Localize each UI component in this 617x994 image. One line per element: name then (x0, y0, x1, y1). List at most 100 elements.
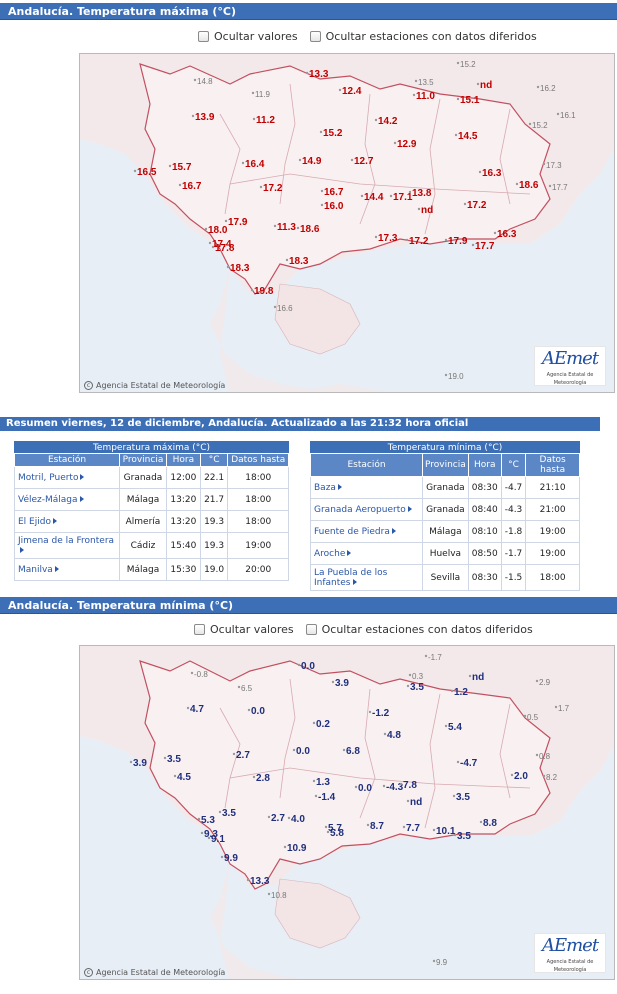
station-value-aux[interactable]: 8.2 (546, 773, 558, 782)
station-value[interactable]: 18.6 (519, 180, 539, 191)
checkbox-icon[interactable] (305, 624, 317, 635)
station-value[interactable]: -4.7 (460, 758, 478, 769)
station-value-aux[interactable]: 6.5 (241, 684, 253, 693)
station-dot[interactable] (250, 288, 254, 292)
station-value[interactable]: 9.9 (224, 853, 238, 864)
station-value-aux[interactable]: 0.5 (527, 713, 539, 722)
station-value[interactable]: 17.2 (409, 236, 429, 247)
station-dot[interactable] (424, 654, 428, 658)
station-value[interactable]: 9.1 (211, 834, 225, 845)
station-dot[interactable] (454, 133, 458, 137)
station-value[interactable]: 17.4 (212, 239, 232, 250)
station-value[interactable]: 17.2 (467, 200, 487, 211)
station-value[interactable]: 5.8 (330, 828, 344, 839)
station-dot[interactable] (326, 830, 330, 834)
station-value[interactable]: 17.9 (228, 217, 248, 228)
station-dot[interactable] (204, 227, 208, 231)
station-value-aux[interactable]: 16.6 (277, 304, 293, 313)
station-value[interactable]: nd (480, 80, 492, 91)
station-value[interactable]: 13.9 (195, 112, 215, 123)
station-dot[interactable] (133, 169, 137, 173)
station-value[interactable]: 12.7 (354, 156, 374, 167)
station-value-aux[interactable]: 19.0 (448, 372, 464, 381)
station-value-aux[interactable]: -0.8 (194, 670, 208, 679)
station-value[interactable]: 5.3 (201, 815, 215, 826)
station-value[interactable]: 18.3 (289, 256, 309, 267)
station-value-aux[interactable]: 9.9 (436, 958, 448, 967)
station-value[interactable]: 4.7 (190, 704, 204, 715)
station-value[interactable]: 11.0 (416, 91, 435, 102)
station-value[interactable]: 0.0 (301, 661, 315, 672)
station-value-aux[interactable]: 10.8 (271, 891, 287, 900)
station-dot[interactable] (226, 265, 230, 269)
station-value[interactable]: 3.5 (222, 808, 236, 819)
station-value-aux[interactable]: 17.3 (546, 161, 562, 170)
min-hide-values-toggle[interactable]: Ocultar valores (194, 623, 294, 636)
station-value-aux[interactable]: -1.7 (428, 653, 442, 662)
station-dot[interactable] (200, 831, 204, 835)
station-value-aux[interactable]: 11.9 (255, 90, 271, 99)
station-dot[interactable] (252, 775, 256, 779)
station-dot[interactable] (190, 671, 194, 675)
station-dot[interactable] (186, 706, 190, 710)
station-dot[interactable] (453, 833, 457, 837)
station-value[interactable]: 17.7 (475, 241, 495, 252)
station-value[interactable]: 3.5 (410, 682, 424, 693)
station-dot[interactable] (252, 117, 256, 121)
station-value[interactable]: nd (472, 672, 484, 683)
station-value[interactable]: 3.5 (456, 792, 470, 803)
station-link[interactable]: Aroche (310, 542, 423, 565)
station-link[interactable]: Fuente de Piedra (310, 520, 423, 543)
station-dot[interactable] (368, 710, 372, 714)
station-value[interactable]: 16.3 (497, 229, 517, 240)
station-value[interactable]: 15.7 (172, 162, 192, 173)
station-dot[interactable] (298, 158, 302, 162)
station-dot[interactable] (515, 182, 519, 186)
station-dot[interactable] (297, 663, 301, 667)
station-dot[interactable] (259, 185, 263, 189)
station-value-aux[interactable]: 0.3 (412, 672, 424, 681)
station-dot[interactable] (406, 799, 410, 803)
station-dot[interactable] (312, 721, 316, 725)
station-dot[interactable] (246, 878, 250, 882)
station-dot[interactable] (382, 784, 386, 788)
station-dot[interactable] (354, 785, 358, 789)
station-value-aux[interactable]: 16.2 (540, 84, 556, 93)
station-dot[interactable] (283, 845, 287, 849)
station-dot[interactable] (389, 194, 393, 198)
station-dot[interactable] (535, 753, 539, 757)
station-dot[interactable] (350, 158, 354, 162)
station-dot[interactable] (168, 164, 172, 168)
station-value[interactable]: 12.4 (342, 86, 362, 97)
station-dot[interactable] (374, 118, 378, 122)
station-value[interactable]: 8.8 (483, 818, 497, 829)
station-value[interactable]: 1.2 (454, 687, 468, 698)
max-hide-values-toggle[interactable]: Ocultar valores (198, 30, 298, 43)
station-value-aux[interactable]: 16.1 (560, 111, 576, 120)
station-value[interactable]: 10.1 (436, 826, 456, 837)
station-link[interactable]: Motril, Puerto (14, 466, 120, 489)
station-dot[interactable] (471, 243, 475, 247)
station-value[interactable]: 3.5 (167, 754, 181, 765)
station-dot[interactable] (479, 820, 483, 824)
station-link[interactable]: El Ejido (14, 510, 120, 533)
station-value-aux[interactable]: 15.2 (532, 121, 548, 130)
station-value[interactable]: 4.8 (387, 730, 401, 741)
station-value-aux[interactable]: 15.2 (460, 60, 476, 69)
station-link[interactable]: Granada Aeropuerto (310, 498, 423, 521)
station-value[interactable]: 14.9 (302, 156, 322, 167)
station-dot[interactable] (554, 705, 558, 709)
station-dot[interactable] (450, 689, 454, 693)
station-dot[interactable] (320, 189, 324, 193)
station-dot[interactable] (207, 836, 211, 840)
station-dot[interactable] (452, 794, 456, 798)
station-dot[interactable] (338, 88, 342, 92)
station-dot[interactable] (536, 85, 540, 89)
min-hide-stations-toggle[interactable]: Ocultar estaciones con datos diferidos (305, 623, 533, 636)
station-dot[interactable] (129, 760, 133, 764)
station-link[interactable]: Vélez-Málaga (14, 488, 120, 511)
station-dot[interactable] (285, 258, 289, 262)
station-dot[interactable] (273, 224, 277, 228)
station-dot[interactable] (393, 141, 397, 145)
station-dot[interactable] (406, 684, 410, 688)
